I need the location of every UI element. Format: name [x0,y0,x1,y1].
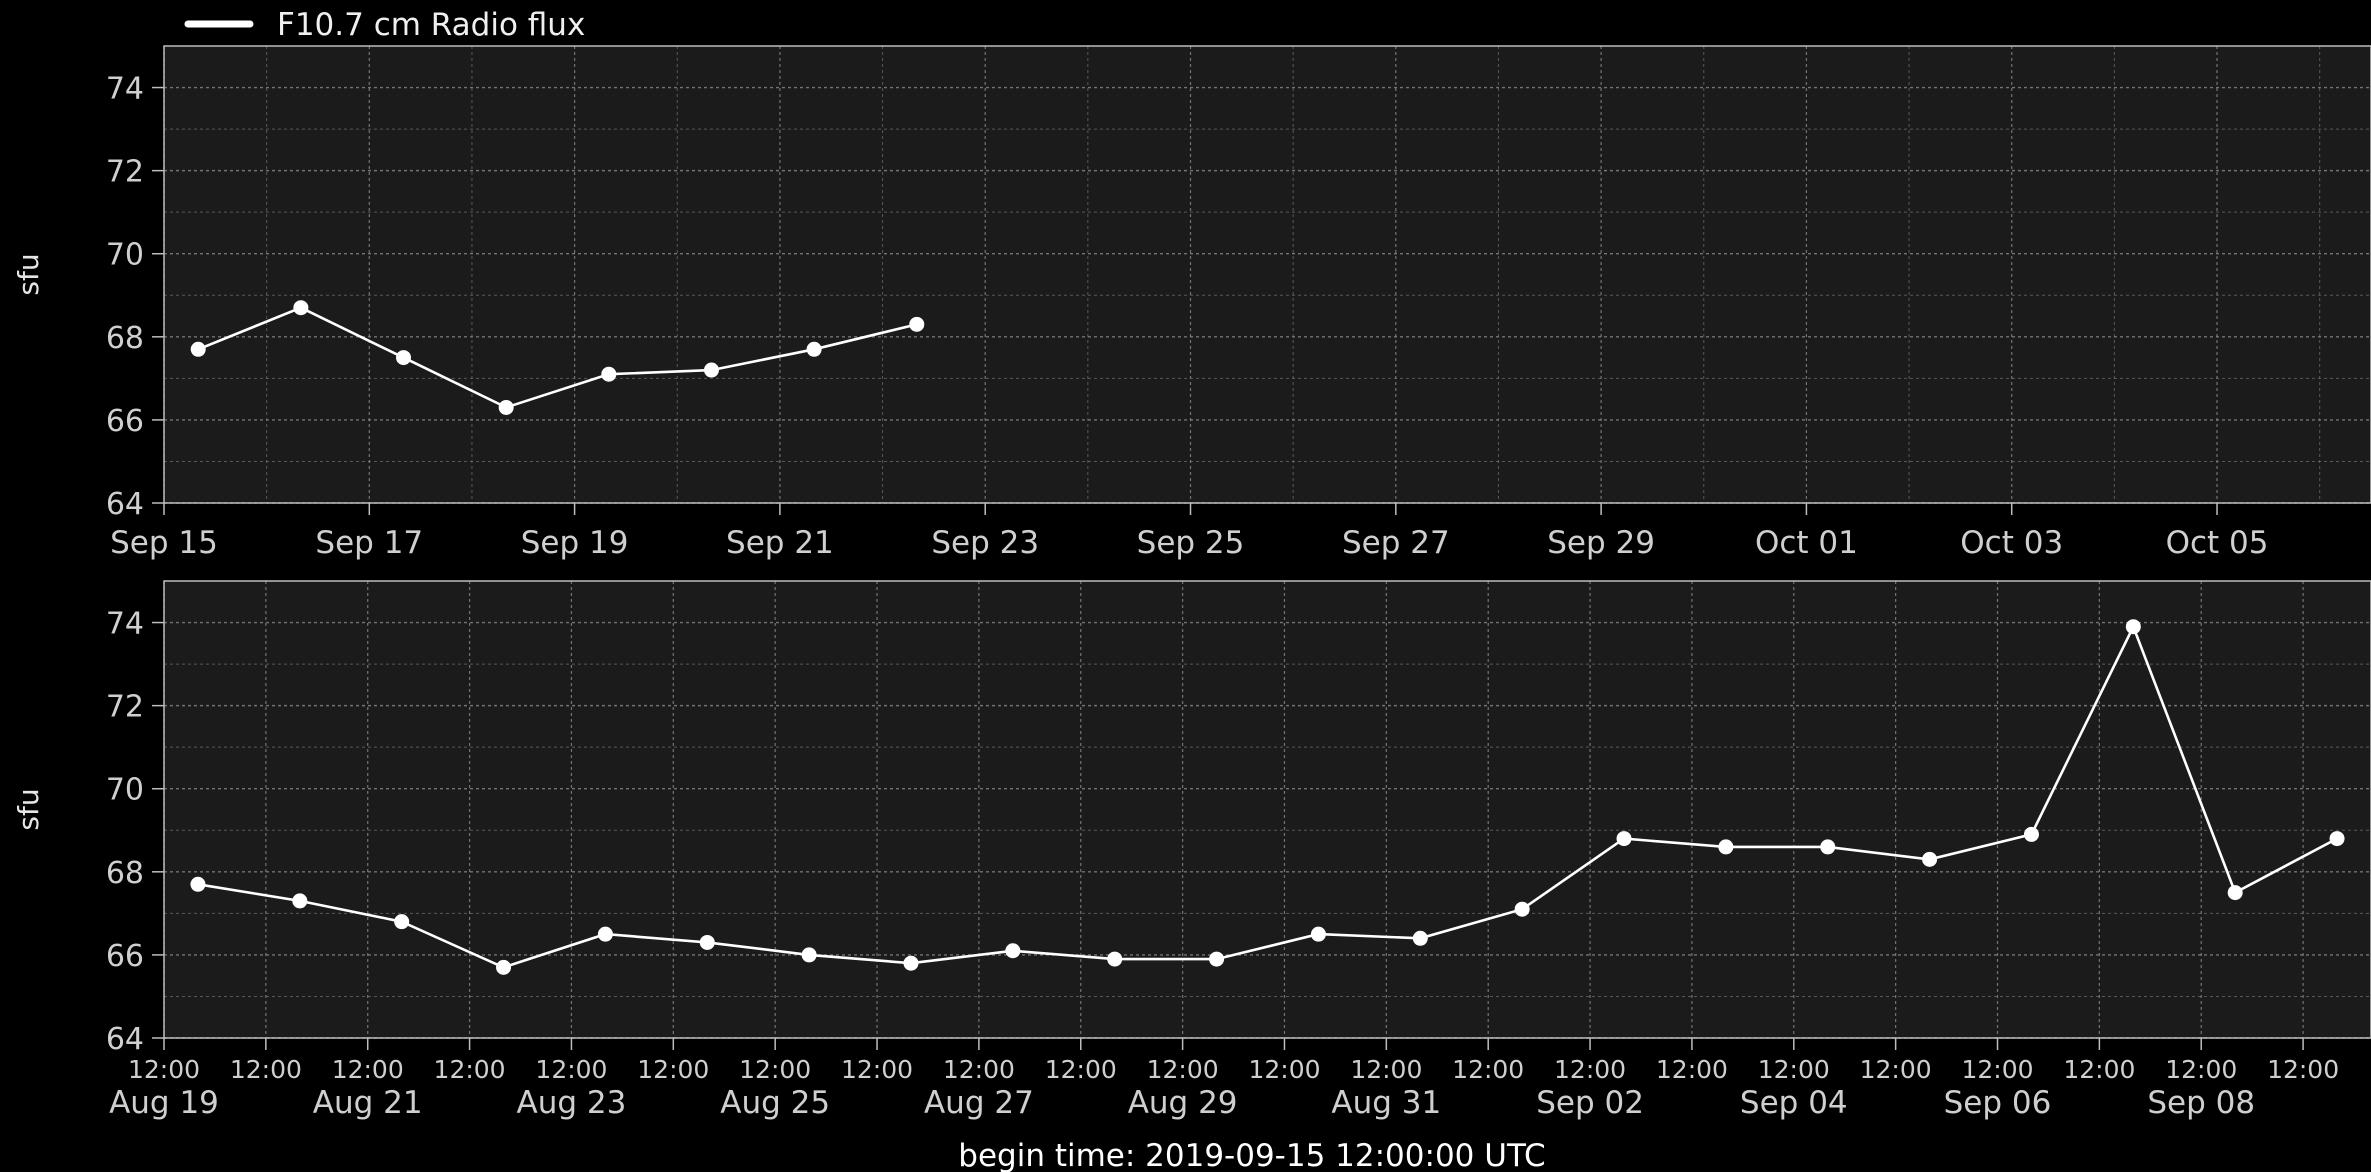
x-tick-label: 12:00 Sep 02 [1536,1055,1644,1121]
plot-area-bottom [164,581,2371,1038]
data-point [1310,926,1326,942]
series-line [197,623,2338,969]
x-tick-label: 12:00 Aug 23 [517,1055,627,1121]
x-tick-label: 12:00 [2063,1055,2135,1084]
data-point [1718,839,1734,855]
y-tick-label: 64 [106,1022,144,1057]
y-tick-label: 74 [106,607,144,642]
data-point [1209,951,1225,967]
x-tick-label: Oct 05 [2166,525,2269,561]
data-point [190,341,206,357]
series-line [197,306,918,409]
x-tick-label: 12:00 Aug 27 [924,1055,1034,1121]
data-point [396,350,412,366]
x-tick-label: 12:00 [841,1055,913,1084]
x-tick-label: 12:00 Sep 06 [1944,1055,2052,1121]
y-tick-label: 70 [106,773,144,808]
x-tick-label: 12:00 [1452,1055,1524,1084]
y-axis-label: sfu [12,788,45,830]
data-point [806,341,822,357]
data-point [2125,619,2141,635]
x-tick-label: 12:00 [434,1055,506,1084]
x-tick-label: 12:00 Aug 31 [1331,1055,1441,1121]
data-point [2023,826,2039,842]
data-point [1922,851,1938,867]
x-tick-label: 12:00 Aug 21 [313,1055,423,1121]
plot-area-top [164,46,2371,503]
data-point [2329,831,2345,847]
data-point [1820,839,1836,855]
bottom-panel: 64 66 68 70 72 74 sfu 12:00 Aug 19 12:00 12:00 Aug … [12,580,2371,1121]
y-tick-label: 68 [106,856,144,891]
x-tick-label: Oct 03 [1960,525,2063,561]
x-tick-label: Sep 29 [1547,525,1655,561]
data-point [703,362,719,378]
begin-time-label: begin time: 2019-09-15 12:00:00 UTC [958,1138,1545,1172]
x-tick-label: Sep 23 [931,525,1039,561]
data-point [1107,951,1123,967]
x-tick-label: Oct 01 [1755,525,1858,561]
data-point [601,366,617,382]
plot-frame-top [163,45,2371,504]
x-tick-label: 12:00 [1860,1055,1932,1084]
x-tick-label: 12:00 Aug 25 [720,1055,830,1121]
x-tick-label: 12:00 Sep 04 [1740,1055,1848,1121]
data-point [597,926,613,942]
data-point [496,959,512,975]
x-tick-label: 12:00 Sep 08 [2147,1055,2255,1121]
y-tick-label: 66 [106,939,144,974]
y-tick-label: 72 [106,155,144,190]
x-tick-label: Sep 19 [521,525,629,561]
data-point [801,947,817,963]
legend: F10.7 cm Radio flux [184,7,585,43]
y-tick-label: 74 [106,72,144,107]
x-tick-label: Sep 27 [1342,525,1450,561]
x-tick-label: 12:00 [230,1055,302,1084]
data-point [292,893,308,909]
top-panel: 64 66 68 70 72 74 sfu Sep 15 Sep 17 Sep 19 Sep 21 S… [12,45,2371,561]
x-tick-label: 12:00 [1045,1055,1117,1084]
x-tick-label: 12:00 [1248,1055,1320,1084]
data-point [293,300,309,316]
x-tick-label: 12:00 [2267,1055,2339,1084]
data-point [498,399,514,415]
y-tick-label: 64 [106,487,144,522]
x-tick-label: Sep 25 [1137,525,1245,561]
data-point [394,914,410,930]
data-point [699,934,715,950]
legend-label: F10.7 cm Radio flux [277,7,585,43]
data-point [909,316,925,332]
y-tick-label: 70 [106,238,144,273]
data-point [1412,930,1428,946]
x-tick-label: Sep 21 [726,525,834,561]
y-tick-label: 72 [106,690,144,725]
x-tick-label: Sep 17 [315,525,423,561]
x-tick-label: Sep 15 [110,525,218,561]
data-point [1005,943,1021,959]
y-axis-label: sfu [12,253,45,295]
x-tick-label: 12:00 [637,1055,709,1084]
data-point [903,955,919,971]
data-point [190,876,206,892]
data-point [2227,885,2243,901]
x-tick-label: 12:00 Aug 19 [109,1055,219,1121]
y-tick-label: 68 [106,321,144,356]
x-tick-label: 12:00 [1656,1055,1728,1084]
x-tick-label: 12:00 Aug 29 [1128,1055,1238,1121]
data-point [1616,831,1632,847]
y-tick-label: 66 [106,404,144,439]
plot-frame-bottom [163,580,2371,1039]
data-point [1514,901,1530,917]
